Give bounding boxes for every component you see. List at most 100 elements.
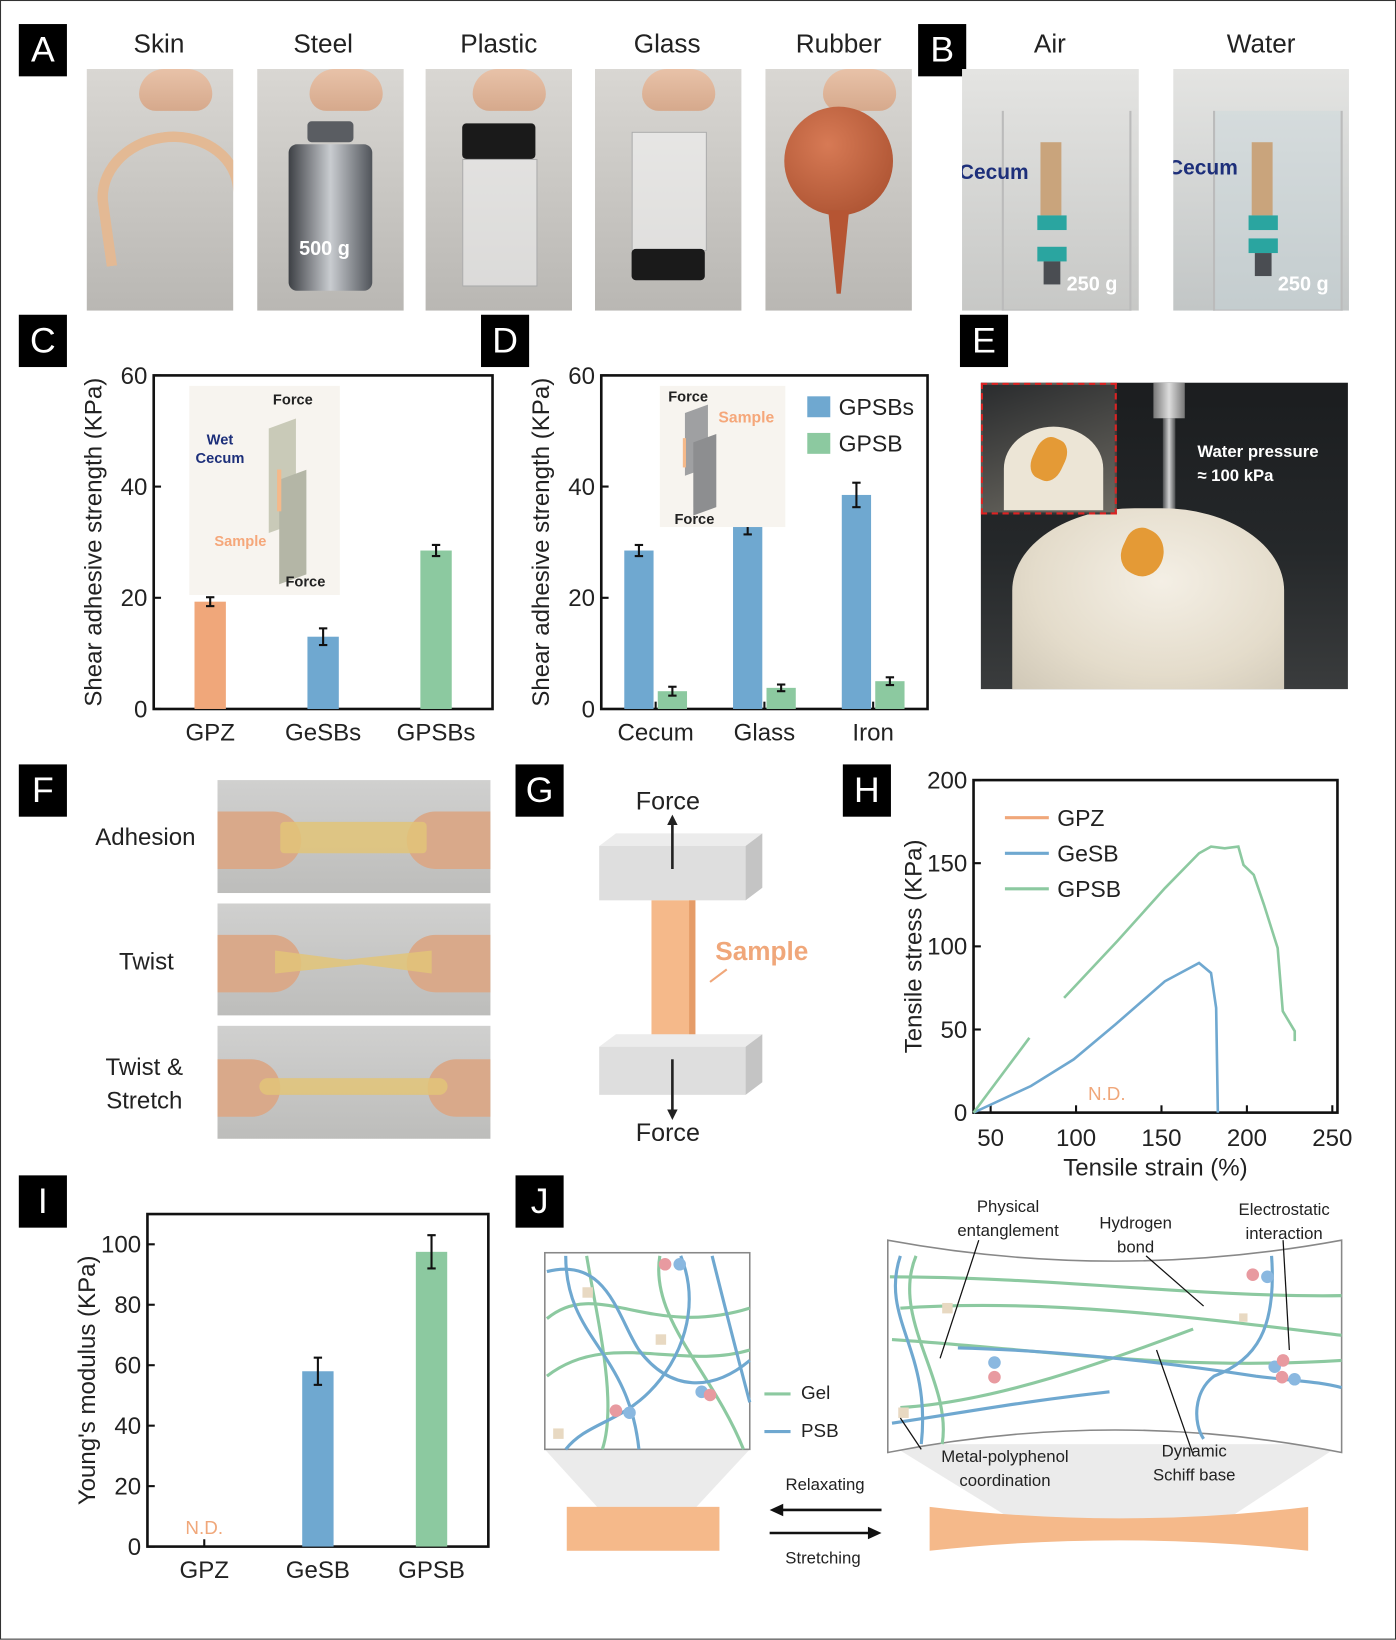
- cecum-label-water: Cecum: [1173, 156, 1238, 180]
- relaxed-sample-strip: [566, 1506, 720, 1551]
- panel-label-e: E: [959, 314, 1009, 368]
- sample-label-g: Sample: [715, 936, 809, 967]
- y-axis-label: Shear adhesive strength (KPa): [528, 378, 555, 707]
- label-electrostatic-interaction: Electrostatic interaction: [1238, 1201, 1330, 1244]
- y-tick-label: 40: [121, 474, 148, 501]
- legend-psb-label: PSB: [801, 1420, 839, 1441]
- plot-frame: [146, 1212, 490, 1548]
- y-tick-label: 0: [582, 696, 595, 723]
- photo-skin: [86, 69, 234, 311]
- series-line-gesb: [972, 961, 1220, 1114]
- y-tick-label: 20: [114, 1473, 141, 1500]
- photo-water: Cecum 250 g: [1173, 69, 1349, 311]
- inset-sample-d: Sample: [718, 408, 775, 427]
- x-tick-label: GeSB: [286, 1557, 350, 1584]
- inset-zoom-photo: [980, 382, 1117, 515]
- chart-tensile-stress-strain: 0 50 100 150 200 Tensile stress (KPa) 50 100 150…: [900, 770, 1352, 1182]
- photo-air: Cecum 250 g: [962, 69, 1139, 311]
- material-title-plastic: Plastic: [460, 29, 538, 59]
- material-title-steel: Steel: [293, 29, 353, 59]
- x-tick-label: GPZ: [180, 1557, 229, 1584]
- material-title-rubber: Rubber: [795, 29, 882, 59]
- bar: [766, 687, 796, 709]
- y-tick-label: 80: [114, 1292, 141, 1319]
- series-line-gpsb: [1063, 845, 1297, 1042]
- y-axis-label: Shear adhesive strength (KPa): [80, 378, 107, 707]
- y-tick-label: 20: [121, 585, 148, 612]
- y-tick-label: 20: [568, 585, 595, 612]
- water-pressure-caption-line1: Water pressure: [1197, 443, 1319, 462]
- label-schiff-base: Dynamic Schiff base: [1152, 1443, 1236, 1485]
- panel-label-a: A: [18, 24, 67, 77]
- x-tick-label: 250: [1312, 1125, 1352, 1152]
- weight-label-water: 250 g: [1277, 273, 1329, 296]
- panel-label-j: J: [515, 1175, 564, 1228]
- photo-twist-stretch: [217, 1025, 491, 1139]
- network-mechanism-diagram: [544, 1239, 1343, 1551]
- legend-gel-label: Gel: [801, 1382, 831, 1404]
- inset-sample: Sample: [214, 532, 267, 549]
- x-tick-label: Cecum: [618, 719, 694, 746]
- y-axis-label: Young's modulus (KPa): [74, 1255, 101, 1505]
- label-physical-entanglement: Physical entanglement: [957, 1198, 1059, 1241]
- bar: [624, 550, 654, 709]
- label-stretching: Stretching: [785, 1549, 861, 1568]
- x-tick-label: GeSBs: [285, 719, 361, 746]
- water-pressure-caption-line2: ≈ 100 kPa: [1197, 467, 1274, 486]
- photo-glass: [595, 69, 742, 311]
- weight-label-air: 250 g: [1066, 273, 1118, 296]
- bar: [302, 1371, 334, 1547]
- x-tick-label: Glass: [734, 719, 795, 746]
- chart-shear-strength-materials: 0 20 40 60 Shear adhesive strength (KPa) GPZ G…: [80, 363, 494, 746]
- force-label-top: Force: [635, 787, 700, 816]
- y-tick-label: 150: [927, 851, 967, 878]
- state-label-twist: Twist: [119, 947, 174, 975]
- bar: [420, 550, 452, 709]
- legend-swatch: [807, 432, 831, 454]
- series-line-gpsb: [972, 1037, 1031, 1114]
- x-tick-label: 100: [1056, 1125, 1096, 1152]
- photo-rubber: [765, 69, 912, 311]
- condition-title-air: Air: [1033, 29, 1066, 59]
- panel-label-c: C: [18, 314, 67, 368]
- x-tick-label: Iron: [852, 719, 893, 746]
- y-tick-label: 100: [101, 1232, 141, 1259]
- bar: [733, 524, 763, 709]
- force-label-bottom: Force: [635, 1118, 700, 1148]
- y-tick-label: 60: [568, 363, 595, 390]
- photo-adhesion: [217, 780, 491, 894]
- bar: [841, 494, 872, 709]
- panel-label-f: F: [18, 764, 67, 817]
- photo-twist: [217, 903, 491, 1016]
- legend-label: GeSB: [1057, 841, 1118, 867]
- panel-label-h: H: [842, 764, 891, 817]
- condition-title-water: Water: [1226, 29, 1296, 59]
- y-tick-label: 60: [114, 1353, 141, 1380]
- photo-plastic: [425, 69, 572, 311]
- stretched-sample-strip: [929, 1506, 1309, 1551]
- tensile-test-diagram: [599, 814, 763, 1120]
- y-tick-label: 0: [134, 696, 147, 723]
- y-tick-label: 50: [941, 1017, 968, 1044]
- x-tick-label: 200: [1227, 1125, 1267, 1152]
- legend-label: GPSB: [1057, 876, 1121, 902]
- y-tick-label: 40: [114, 1413, 141, 1440]
- state-label-twist-stretch: Twist & Stretch: [105, 1053, 184, 1114]
- panel-label-d: D: [481, 314, 530, 368]
- material-title-glass: Glass: [633, 29, 701, 59]
- relaxed-network-box: [544, 1251, 751, 1451]
- x-axis-label: Tensile strain (%): [1063, 1154, 1247, 1181]
- inset-lap-shear-diagram: Force Wet Cecum Sample Force: [189, 385, 340, 596]
- y-tick-label: 40: [568, 474, 595, 501]
- not-determined-label: N.D.: [185, 1517, 223, 1538]
- y-axis-label: Tensile stress (KPa): [900, 839, 927, 1053]
- photo-water-pressure: Water pressure ≈ 100 kPa: [980, 382, 1348, 690]
- plot-frame: [972, 778, 1339, 1114]
- label-metal-polyphenol: Metal-polyphenol coordination: [941, 1448, 1069, 1491]
- y-tick-label: 0: [954, 1100, 967, 1127]
- y-tick-label: 200: [927, 770, 967, 795]
- weight-label-500g: 500 g: [299, 238, 350, 261]
- photo-steel: 500 g: [257, 69, 404, 311]
- y-tick-label: 100: [927, 934, 967, 961]
